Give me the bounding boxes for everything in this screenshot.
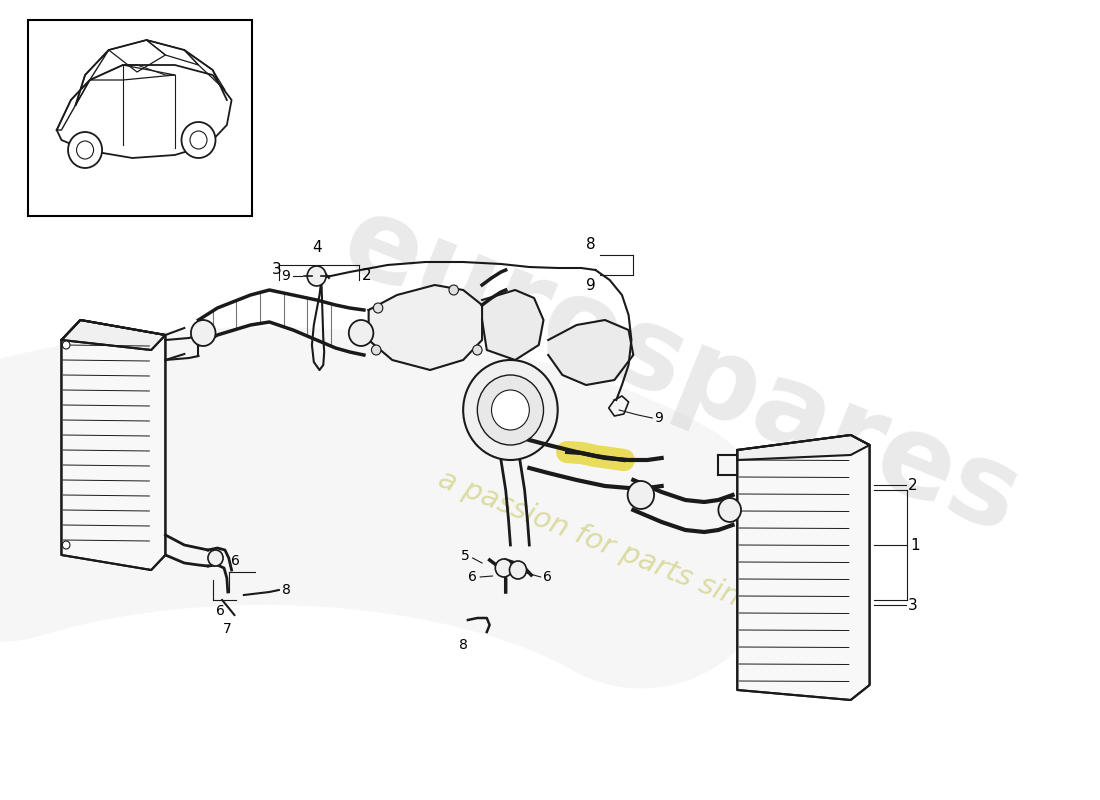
Text: 9: 9 [585,278,595,293]
Circle shape [68,132,102,168]
Polygon shape [368,285,482,370]
Polygon shape [737,435,870,700]
Text: a passion for parts since 1985: a passion for parts since 1985 [433,465,851,655]
Circle shape [473,345,482,355]
Polygon shape [737,435,870,460]
Circle shape [190,131,207,149]
Text: 2: 2 [362,267,372,282]
Circle shape [495,559,513,577]
Text: 4: 4 [311,240,321,255]
Circle shape [628,481,654,509]
Text: 8: 8 [282,583,290,597]
Circle shape [477,375,543,445]
Text: 9: 9 [654,411,663,425]
Circle shape [718,498,741,522]
Polygon shape [482,290,543,360]
Circle shape [509,561,527,579]
Text: 6: 6 [231,554,240,568]
Text: 2: 2 [908,478,917,493]
Circle shape [208,550,223,566]
Polygon shape [548,320,634,385]
Text: 3: 3 [908,598,917,613]
Circle shape [307,266,326,286]
Circle shape [349,320,373,346]
Circle shape [373,303,383,313]
Circle shape [63,541,70,549]
Text: 6: 6 [216,604,224,618]
Circle shape [463,360,558,460]
Circle shape [449,285,459,295]
Text: 8: 8 [586,237,595,252]
Circle shape [492,390,529,430]
Text: eurospares: eurospares [326,184,1035,556]
Text: 5: 5 [461,549,470,563]
Text: 6: 6 [542,570,551,584]
Circle shape [182,122,216,158]
Polygon shape [62,320,165,570]
Text: 1: 1 [911,538,920,553]
Text: 3: 3 [272,262,282,278]
Text: 6: 6 [469,570,477,584]
Circle shape [191,320,216,346]
Circle shape [63,341,70,349]
Text: 9: 9 [282,269,290,283]
Text: 8: 8 [459,638,468,652]
Polygon shape [62,320,165,350]
Circle shape [77,141,94,159]
Text: 7: 7 [222,622,231,636]
Bar [29,20,252,216]
Circle shape [372,345,381,355]
